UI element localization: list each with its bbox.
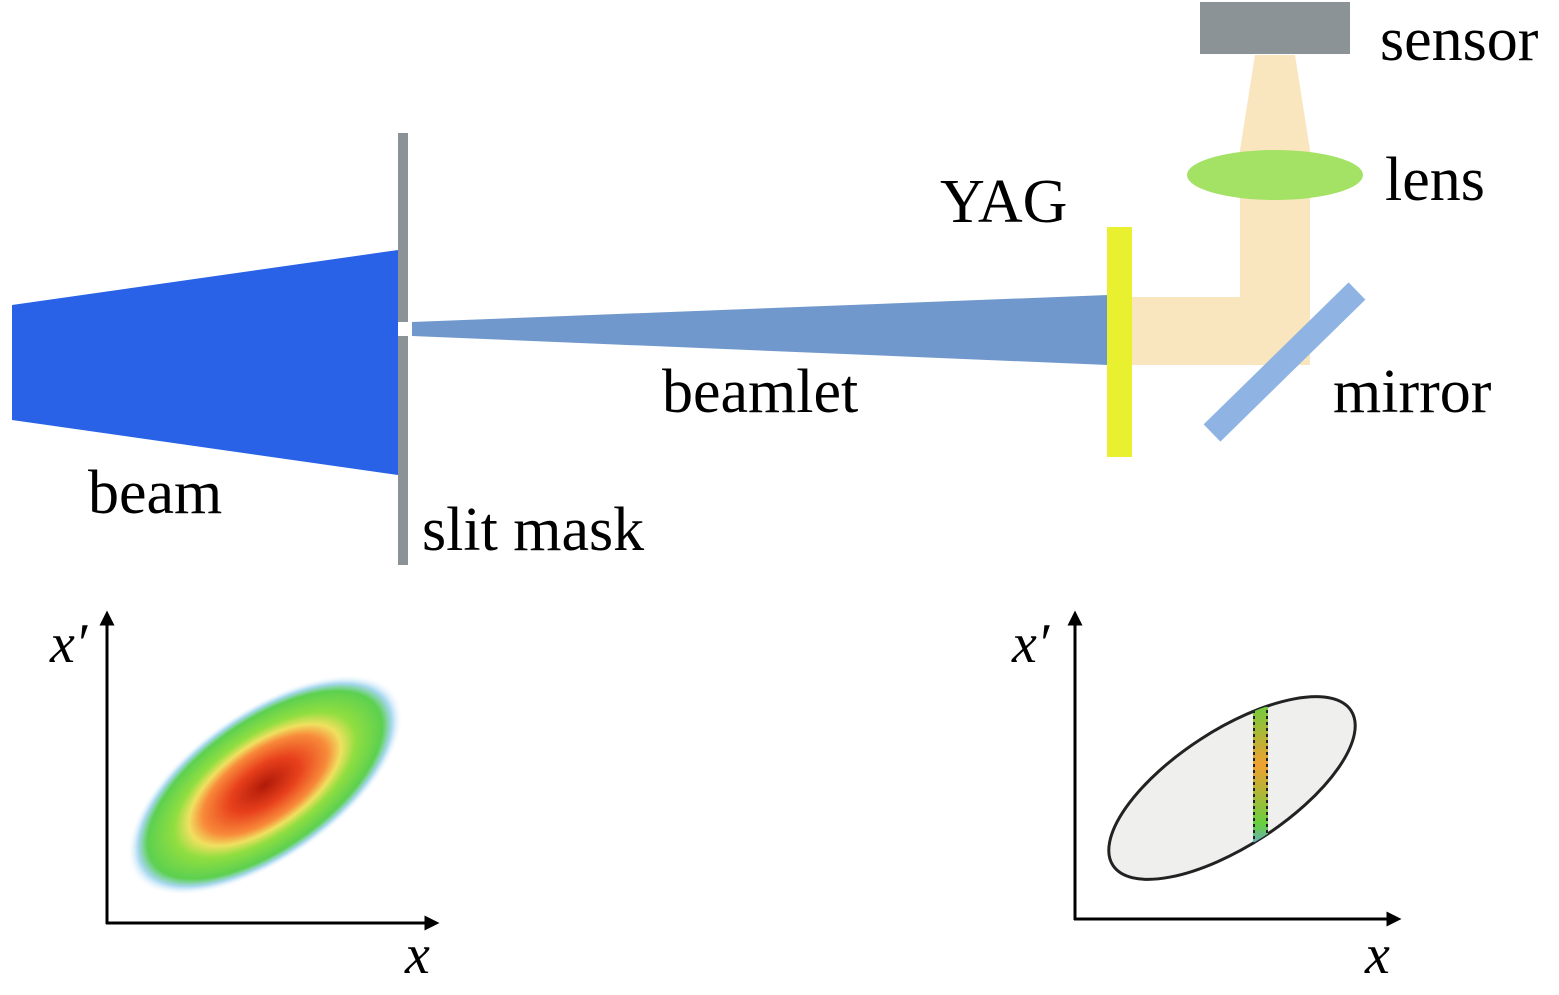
optical-light-path xyxy=(1132,55,1310,365)
phase-space-left: x′ x xyxy=(49,610,440,986)
sensor-label: sensor xyxy=(1380,6,1539,74)
yag-label: YAG xyxy=(940,168,1067,236)
beam xyxy=(12,250,398,475)
yag-screen xyxy=(1107,227,1132,457)
beam-label: beam xyxy=(88,459,222,527)
slit-mask xyxy=(398,133,408,565)
slit-mask-label: slit mask xyxy=(422,496,644,564)
y-axis-label: x′ xyxy=(1011,613,1050,675)
x-axis-label: x xyxy=(1364,924,1390,986)
mirror-label: mirror xyxy=(1333,358,1492,426)
x-axis-label: x xyxy=(404,924,430,986)
sensor xyxy=(1200,2,1350,54)
y-axis-label: x′ xyxy=(49,613,88,675)
lens xyxy=(1187,150,1363,200)
beamlet-slice xyxy=(1253,680,1268,850)
beamlet xyxy=(412,295,1108,365)
phase-space-right: x′ x xyxy=(1011,610,1402,986)
lens-label: lens xyxy=(1385,146,1485,214)
beamlet-label: beamlet xyxy=(662,358,858,426)
mirror xyxy=(1203,282,1366,442)
emittance-ellipse xyxy=(1107,695,1357,881)
gaussian-distribution xyxy=(127,674,403,896)
